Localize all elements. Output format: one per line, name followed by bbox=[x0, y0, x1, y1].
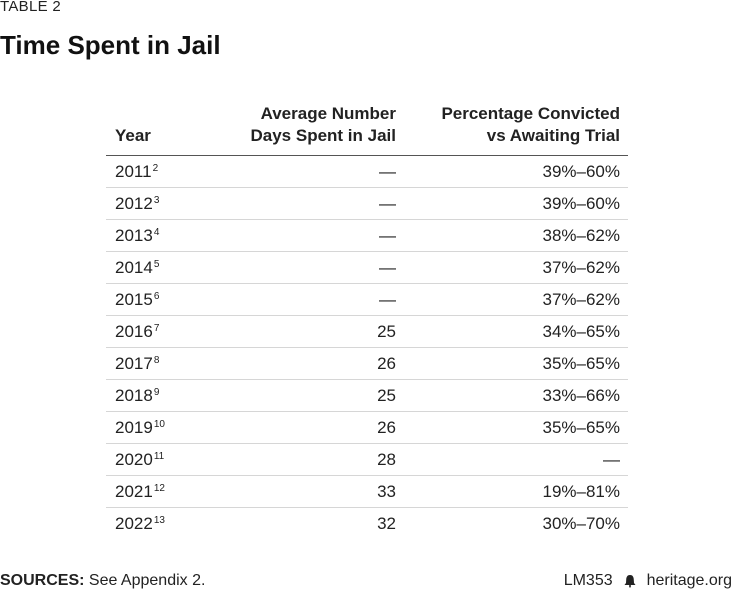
table-row: 20112 — 39%–60% bbox=[106, 156, 628, 188]
cell-average-days: 32 bbox=[377, 514, 396, 533]
footnote-marker: 6 bbox=[153, 291, 160, 302]
year-value: 2020 bbox=[115, 450, 153, 469]
footnote-marker: 4 bbox=[153, 227, 160, 238]
cell-percentage: 35%–65% bbox=[542, 418, 620, 437]
footnote-marker: 2 bbox=[152, 163, 159, 174]
table-row: 20156 — 37%–62% bbox=[106, 284, 628, 316]
cell-percentage: 19%–81% bbox=[542, 482, 620, 501]
cell-year: 202011 bbox=[115, 450, 164, 470]
cell-percentage: 35%–65% bbox=[542, 354, 620, 373]
table-title: Time Spent in Jail bbox=[0, 30, 221, 60]
cell-percentage: 34%–65% bbox=[542, 322, 620, 341]
cell-average-days: — bbox=[379, 258, 396, 277]
header-days-line1: Average Number bbox=[260, 104, 396, 123]
cell-percentage: 39%–60% bbox=[542, 194, 620, 213]
sources-label: SOURCES: bbox=[0, 572, 85, 589]
cell-average-days: — bbox=[379, 194, 396, 213]
cell-average-days: 28 bbox=[377, 450, 396, 469]
cell-average-days: — bbox=[379, 162, 396, 181]
liberty-bell-icon bbox=[624, 575, 636, 588]
table-label: TABLE 2 bbox=[0, 0, 62, 15]
cell-year: 20123 bbox=[115, 194, 159, 214]
cell-percentage: 37%–62% bbox=[542, 290, 620, 309]
cell-year: 20145 bbox=[115, 258, 159, 278]
year-value: 2017 bbox=[115, 354, 153, 373]
table-row: 202112 33 19%–81% bbox=[106, 476, 628, 508]
year-value: 2012 bbox=[115, 194, 153, 213]
footnote-marker: 12 bbox=[153, 483, 165, 494]
year-value: 2022 bbox=[115, 514, 153, 533]
year-value: 2019 bbox=[115, 418, 153, 437]
footnote-marker: 13 bbox=[153, 515, 165, 526]
table-row: 20178 26 35%–65% bbox=[106, 348, 628, 380]
year-value: 2013 bbox=[115, 226, 153, 245]
footnote-marker: 11 bbox=[153, 451, 165, 462]
cell-year: 20112 bbox=[115, 162, 158, 182]
table-row: 20134 — 38%–62% bbox=[106, 220, 628, 252]
footnote-marker: 10 bbox=[153, 419, 165, 430]
year-value: 2021 bbox=[115, 482, 153, 501]
header-year: Year bbox=[115, 126, 151, 145]
footnote-marker: 8 bbox=[153, 355, 160, 366]
cell-average-days: — bbox=[379, 290, 396, 309]
cell-average-days: 25 bbox=[377, 386, 396, 405]
cell-percentage: 39%–60% bbox=[542, 162, 620, 181]
site-link[interactable]: heritage.org bbox=[646, 572, 732, 589]
cell-average-days: 25 bbox=[377, 322, 396, 341]
cell-percentage: 30%–70% bbox=[542, 514, 620, 533]
table-row: 20145 — 37%–62% bbox=[106, 252, 628, 284]
footer-branding: LM353 heritage.org bbox=[564, 572, 732, 590]
footnote-marker: 9 bbox=[153, 387, 160, 398]
table-row: 20123 — 39%–60% bbox=[106, 188, 628, 220]
table-row: 20189 25 33%–66% bbox=[106, 380, 628, 412]
table-header: Year Average Number Days Spent in Jail P… bbox=[106, 103, 628, 156]
cell-percentage: 38%–62% bbox=[542, 226, 620, 245]
cell-year: 202112 bbox=[115, 482, 165, 502]
cell-year: 20178 bbox=[115, 354, 159, 374]
table-row: 20167 25 34%–65% bbox=[106, 316, 628, 348]
year-value: 2011 bbox=[115, 162, 152, 181]
header-pct-line1: Percentage Convicted bbox=[441, 104, 620, 123]
cell-average-days: — bbox=[379, 226, 396, 245]
cell-year: 20167 bbox=[115, 322, 159, 342]
sources-text: See Appendix 2. bbox=[84, 572, 206, 589]
report-code: LM353 bbox=[563, 572, 613, 589]
table-row: 202011 28 — bbox=[106, 444, 628, 476]
cell-percentage: 37%–62% bbox=[542, 258, 620, 277]
cell-year: 20156 bbox=[115, 290, 159, 310]
cell-average-days: 26 bbox=[377, 418, 396, 437]
year-value: 2016 bbox=[115, 322, 153, 341]
header-average-days: Average Number Days Spent in Jail bbox=[251, 103, 397, 147]
cell-average-days: 26 bbox=[377, 354, 396, 373]
table-body: 20112—39%–60% 20123—39%–60% 20134—38%–62% 2… bbox=[106, 156, 628, 539]
year-value: 2014 bbox=[115, 258, 153, 277]
cell-percentage: — bbox=[603, 450, 620, 469]
cell-percentage: 33%–66% bbox=[542, 386, 620, 405]
header-percentage: Percentage Convicted vs Awaiting Trial bbox=[441, 103, 620, 147]
cell-average-days: 33 bbox=[377, 482, 396, 501]
table-row: 201910 26 35%–65% bbox=[106, 412, 628, 444]
data-table: Year Average Number Days Spent in Jail P… bbox=[106, 103, 628, 539]
year-value: 2015 bbox=[115, 290, 153, 309]
cell-year: 202213 bbox=[115, 514, 165, 534]
footnote-marker: 3 bbox=[153, 195, 160, 206]
header-pct-line2: vs Awaiting Trial bbox=[486, 126, 620, 145]
footnote-marker: 5 bbox=[153, 259, 160, 270]
sources-note: SOURCES: See Appendix 2. bbox=[0, 572, 205, 590]
cell-year: 20134 bbox=[115, 226, 159, 246]
footnote-marker: 7 bbox=[153, 323, 160, 334]
header-days-line2: Days Spent in Jail bbox=[250, 126, 397, 145]
cell-year: 201910 bbox=[115, 418, 165, 438]
year-value: 2018 bbox=[115, 386, 153, 405]
cell-year: 20189 bbox=[115, 386, 159, 406]
table-row: 202213 32 30%–70% bbox=[106, 508, 628, 539]
